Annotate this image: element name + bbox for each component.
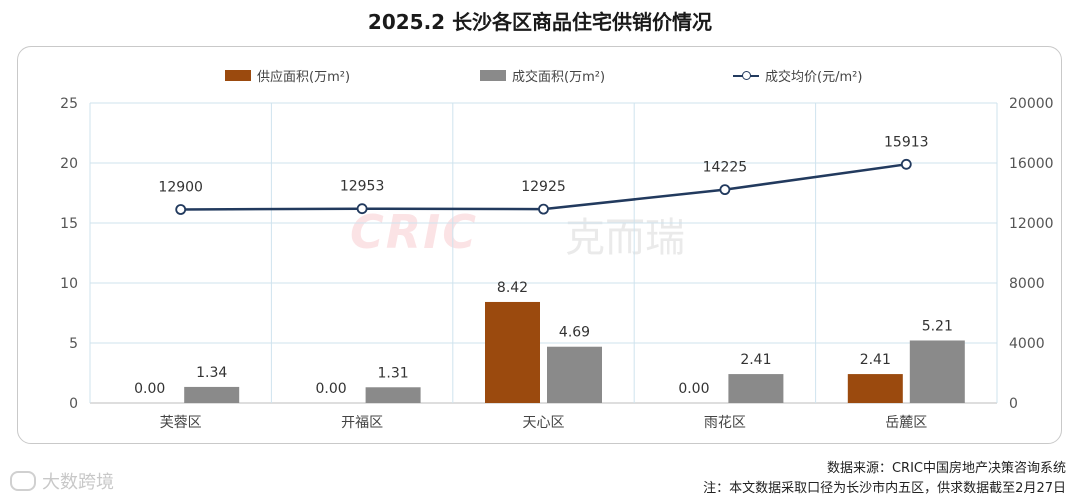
x-tick-label: 开福区 (341, 415, 383, 431)
x-tick-label: 芙蓉区 (160, 414, 202, 431)
bar-sold (547, 346, 602, 403)
chart-title: 2025.2 长沙各区商品住宅供销价情况 (367, 10, 713, 34)
data-label-sold: 2.41 (740, 352, 771, 368)
footer-source: 数据来源：CRIC中国房地产决策咨询系统 (826, 461, 1066, 476)
point-price (719, 184, 731, 196)
y-tick-right: 16000 (1009, 156, 1054, 172)
data-label-sold: 1.31 (378, 365, 409, 381)
data-label-price: 12953 (340, 179, 385, 195)
legend-swatch-sold (480, 69, 506, 81)
x-tick-label: 天心区 (523, 415, 565, 431)
y-tick-left: 0 (69, 396, 78, 412)
y-tick-right: 8000 (1009, 276, 1045, 292)
y-tick-left: 20 (60, 156, 78, 172)
logo: 大数跨境 (10, 468, 114, 494)
data-label-price: 15913 (884, 134, 929, 150)
chart-frame (17, 46, 1062, 444)
data-label-sold: 1.34 (196, 365, 227, 381)
y-tick-left: 15 (60, 216, 78, 232)
point-price (356, 203, 368, 215)
x-tick-label: 雨花区 (704, 415, 746, 431)
bar-supply (485, 301, 540, 403)
data-label-sold: 5.21 (922, 318, 953, 334)
bar-sold (365, 387, 421, 403)
legend-swatch-supply (225, 69, 251, 81)
legend-label-supply: 供应面积(万m²) (257, 69, 351, 85)
bar-sold (909, 340, 965, 403)
data-label-supply: 0.00 (316, 381, 347, 397)
y-tick-right: 0 (1009, 396, 1018, 412)
y-tick-right: 4000 (1009, 336, 1045, 352)
y-tick-left: 10 (60, 276, 78, 292)
data-label-price: 14225 (703, 160, 748, 176)
y-tick-right: 20000 (1009, 96, 1054, 112)
legend-label-price: 成交均价(元/m²) (765, 69, 863, 85)
data-label-supply: 0.00 (134, 381, 165, 397)
logo-icon (10, 471, 36, 491)
bar-sold (728, 374, 784, 403)
data-label-supply: 2.41 (860, 352, 891, 368)
data-label-price: 12900 (158, 180, 203, 196)
point-price (538, 203, 549, 215)
logo-text: 大数跨境 (42, 472, 114, 493)
point-price (900, 158, 912, 170)
bar-supply (847, 374, 903, 403)
watermark-cric: CRIC (350, 205, 479, 259)
legend-swatch-price (733, 70, 759, 81)
footer-note: 注：本文数据采取口径为长沙市内五区，供求数据截至2月27日 (703, 481, 1066, 496)
x-tick-label: 岳麓区 (885, 415, 927, 431)
y-tick-left: 5 (69, 336, 78, 352)
data-label-price: 12925 (521, 179, 566, 195)
data-label-sold: 4.69 (559, 325, 590, 341)
bar-sold (184, 386, 240, 403)
legend-label-sold: 成交面积(万m²) (512, 69, 606, 85)
y-tick-right: 12000 (1009, 216, 1054, 232)
legend-item-sold: 成交面积(万m²) (480, 64, 605, 86)
point-price (175, 204, 187, 215)
data-label-supply: 0.00 (678, 381, 709, 397)
legend-item-supply: 供应面积(万m²) (225, 64, 350, 86)
y-tick-left: 25 (60, 96, 78, 112)
data-label-supply: 8.42 (497, 280, 528, 296)
legend-item-price: 成交均价(元/m²) (733, 64, 862, 86)
